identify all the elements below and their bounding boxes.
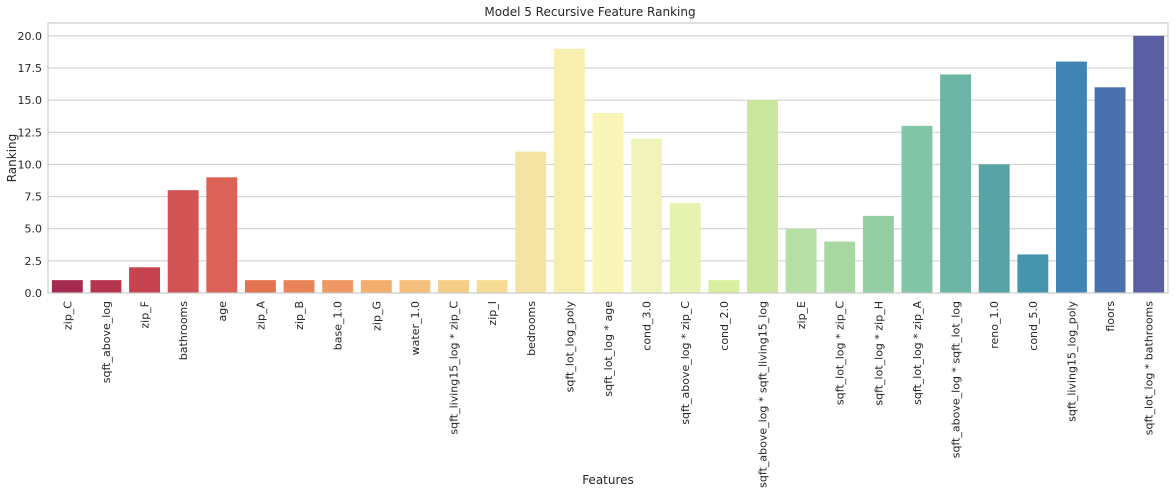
- x-tick-label: sqft_lot_log_poly: [563, 301, 576, 393]
- x-tick-label: cond_2.0: [718, 301, 731, 351]
- x-tick-label: zip_I: [486, 301, 499, 326]
- bar-sqft-living15-log-zip-c: [438, 280, 469, 293]
- y-tick-label: 5.0: [25, 223, 43, 236]
- x-tick-label: sqft_living15_log * zip_C: [448, 301, 461, 435]
- x-tick-label: zip_G: [370, 301, 383, 331]
- x-tick-label: sqft_above_log * zip_C: [679, 301, 692, 425]
- x-axis-ticks: zip_C sqft_above_log zip_F bathrooms age zip_…: [61, 301, 1155, 488]
- bar-reno-1-0: [978, 164, 1010, 293]
- x-tick-label: sqft_lot_log * zip_C: [834, 301, 847, 405]
- bar-cond-5-0: [1017, 254, 1049, 293]
- x-axis-label: Features: [582, 473, 634, 487]
- x-tick-label: zip_B: [293, 301, 306, 330]
- bar-cond-3-0: [631, 138, 663, 293]
- x-tick-label: sqft_lot_log * bathrooms: [1143, 301, 1156, 436]
- bar-sqft-lot-log-zip-h: [862, 215, 894, 293]
- bar-zip-f: [129, 267, 160, 293]
- bar-sqft-lot-log-age: [592, 113, 624, 293]
- bar-sqft-lot-log-poly: [553, 48, 585, 293]
- bar-sqft-lot-log-zip-a: [901, 125, 933, 293]
- x-tick-label: sqft_lot_log * age: [602, 301, 615, 397]
- y-axis-ticks: 0.0 2.5 5.0 7.5 10.0 12.5 15.0 17.5 20.0: [18, 30, 43, 300]
- x-tick-label: zip_F: [139, 301, 152, 329]
- x-tick-label: sqft_above_log * sqft_living15_log: [756, 301, 769, 488]
- bar-sqft-above-log: [90, 280, 122, 293]
- bar-age: [206, 177, 238, 293]
- y-tick-label: 20.0: [18, 30, 43, 43]
- x-tick-label: zip_E: [795, 301, 808, 329]
- y-tick-label: 0.0: [25, 287, 43, 300]
- bar-zip-b: [283, 280, 315, 293]
- bar-sqft-above-log-zip-c: [669, 203, 701, 293]
- bar-zip-c: [51, 280, 83, 293]
- x-tick-label: sqft_above_log: [100, 301, 113, 383]
- x-tick-label: cond_5.0: [1027, 301, 1040, 351]
- bar-floors: [1094, 87, 1126, 294]
- y-axis-label: Ranking: [5, 134, 19, 183]
- x-tick-label: reno_1.0: [988, 301, 1001, 349]
- x-tick-label: sqft_above_log * sqft_lot_log: [950, 301, 963, 458]
- y-tick-label: 15.0: [18, 94, 43, 107]
- x-tick-label: sqft_living15_log_poly: [1065, 301, 1078, 422]
- y-tick-label: 7.5: [25, 191, 43, 204]
- x-tick-label: sqft_lot_log * zip_H: [872, 301, 885, 406]
- bar-sqft-living15-log-poly: [1056, 61, 1087, 294]
- x-tick-label: cond_3.0: [641, 301, 654, 351]
- y-tick-label: 17.5: [18, 62, 43, 75]
- bar-water-1-0: [399, 280, 431, 293]
- x-tick-label: age: [216, 301, 229, 322]
- x-tick-label: floors: [1104, 301, 1117, 332]
- x-tick-label: sqft_lot_log * zip_A: [911, 301, 924, 405]
- bar-zip-i: [476, 280, 508, 293]
- bar-zip-g: [360, 280, 392, 293]
- bar-bedrooms: [515, 151, 547, 293]
- bar-zip-a: [244, 280, 276, 293]
- bar-zip-e: [785, 228, 817, 293]
- y-tick-label: 10.0: [18, 158, 43, 171]
- bar-base-1-0: [322, 280, 354, 293]
- bar-cond-2-0: [708, 280, 740, 293]
- bar-sqft-lot-log-zip-c: [824, 241, 856, 293]
- y-tick-label: 2.5: [25, 255, 43, 268]
- bar-sqft-above-log-sqft-lot-log: [940, 74, 972, 293]
- bar-sqft-lot-log-bathrooms: [1133, 35, 1165, 293]
- x-tick-label: zip_A: [254, 301, 267, 330]
- bar-bathrooms: [167, 190, 199, 293]
- bars: [51, 35, 1165, 294]
- bar-sqft-above-log-sqft-living15-log: [747, 100, 778, 294]
- y-tick-label: 12.5: [18, 126, 43, 139]
- x-tick-label: water_1.0: [409, 301, 422, 355]
- x-tick-label: bedrooms: [525, 301, 538, 356]
- x-tick-label: zip_C: [61, 301, 74, 330]
- x-tick-label: bathrooms: [177, 301, 190, 360]
- chart-title: Model 5 Recursive Feature Ranking: [484, 5, 695, 19]
- plot-frame: [47, 22, 1169, 294]
- x-tick-label: base_1.0: [332, 301, 345, 350]
